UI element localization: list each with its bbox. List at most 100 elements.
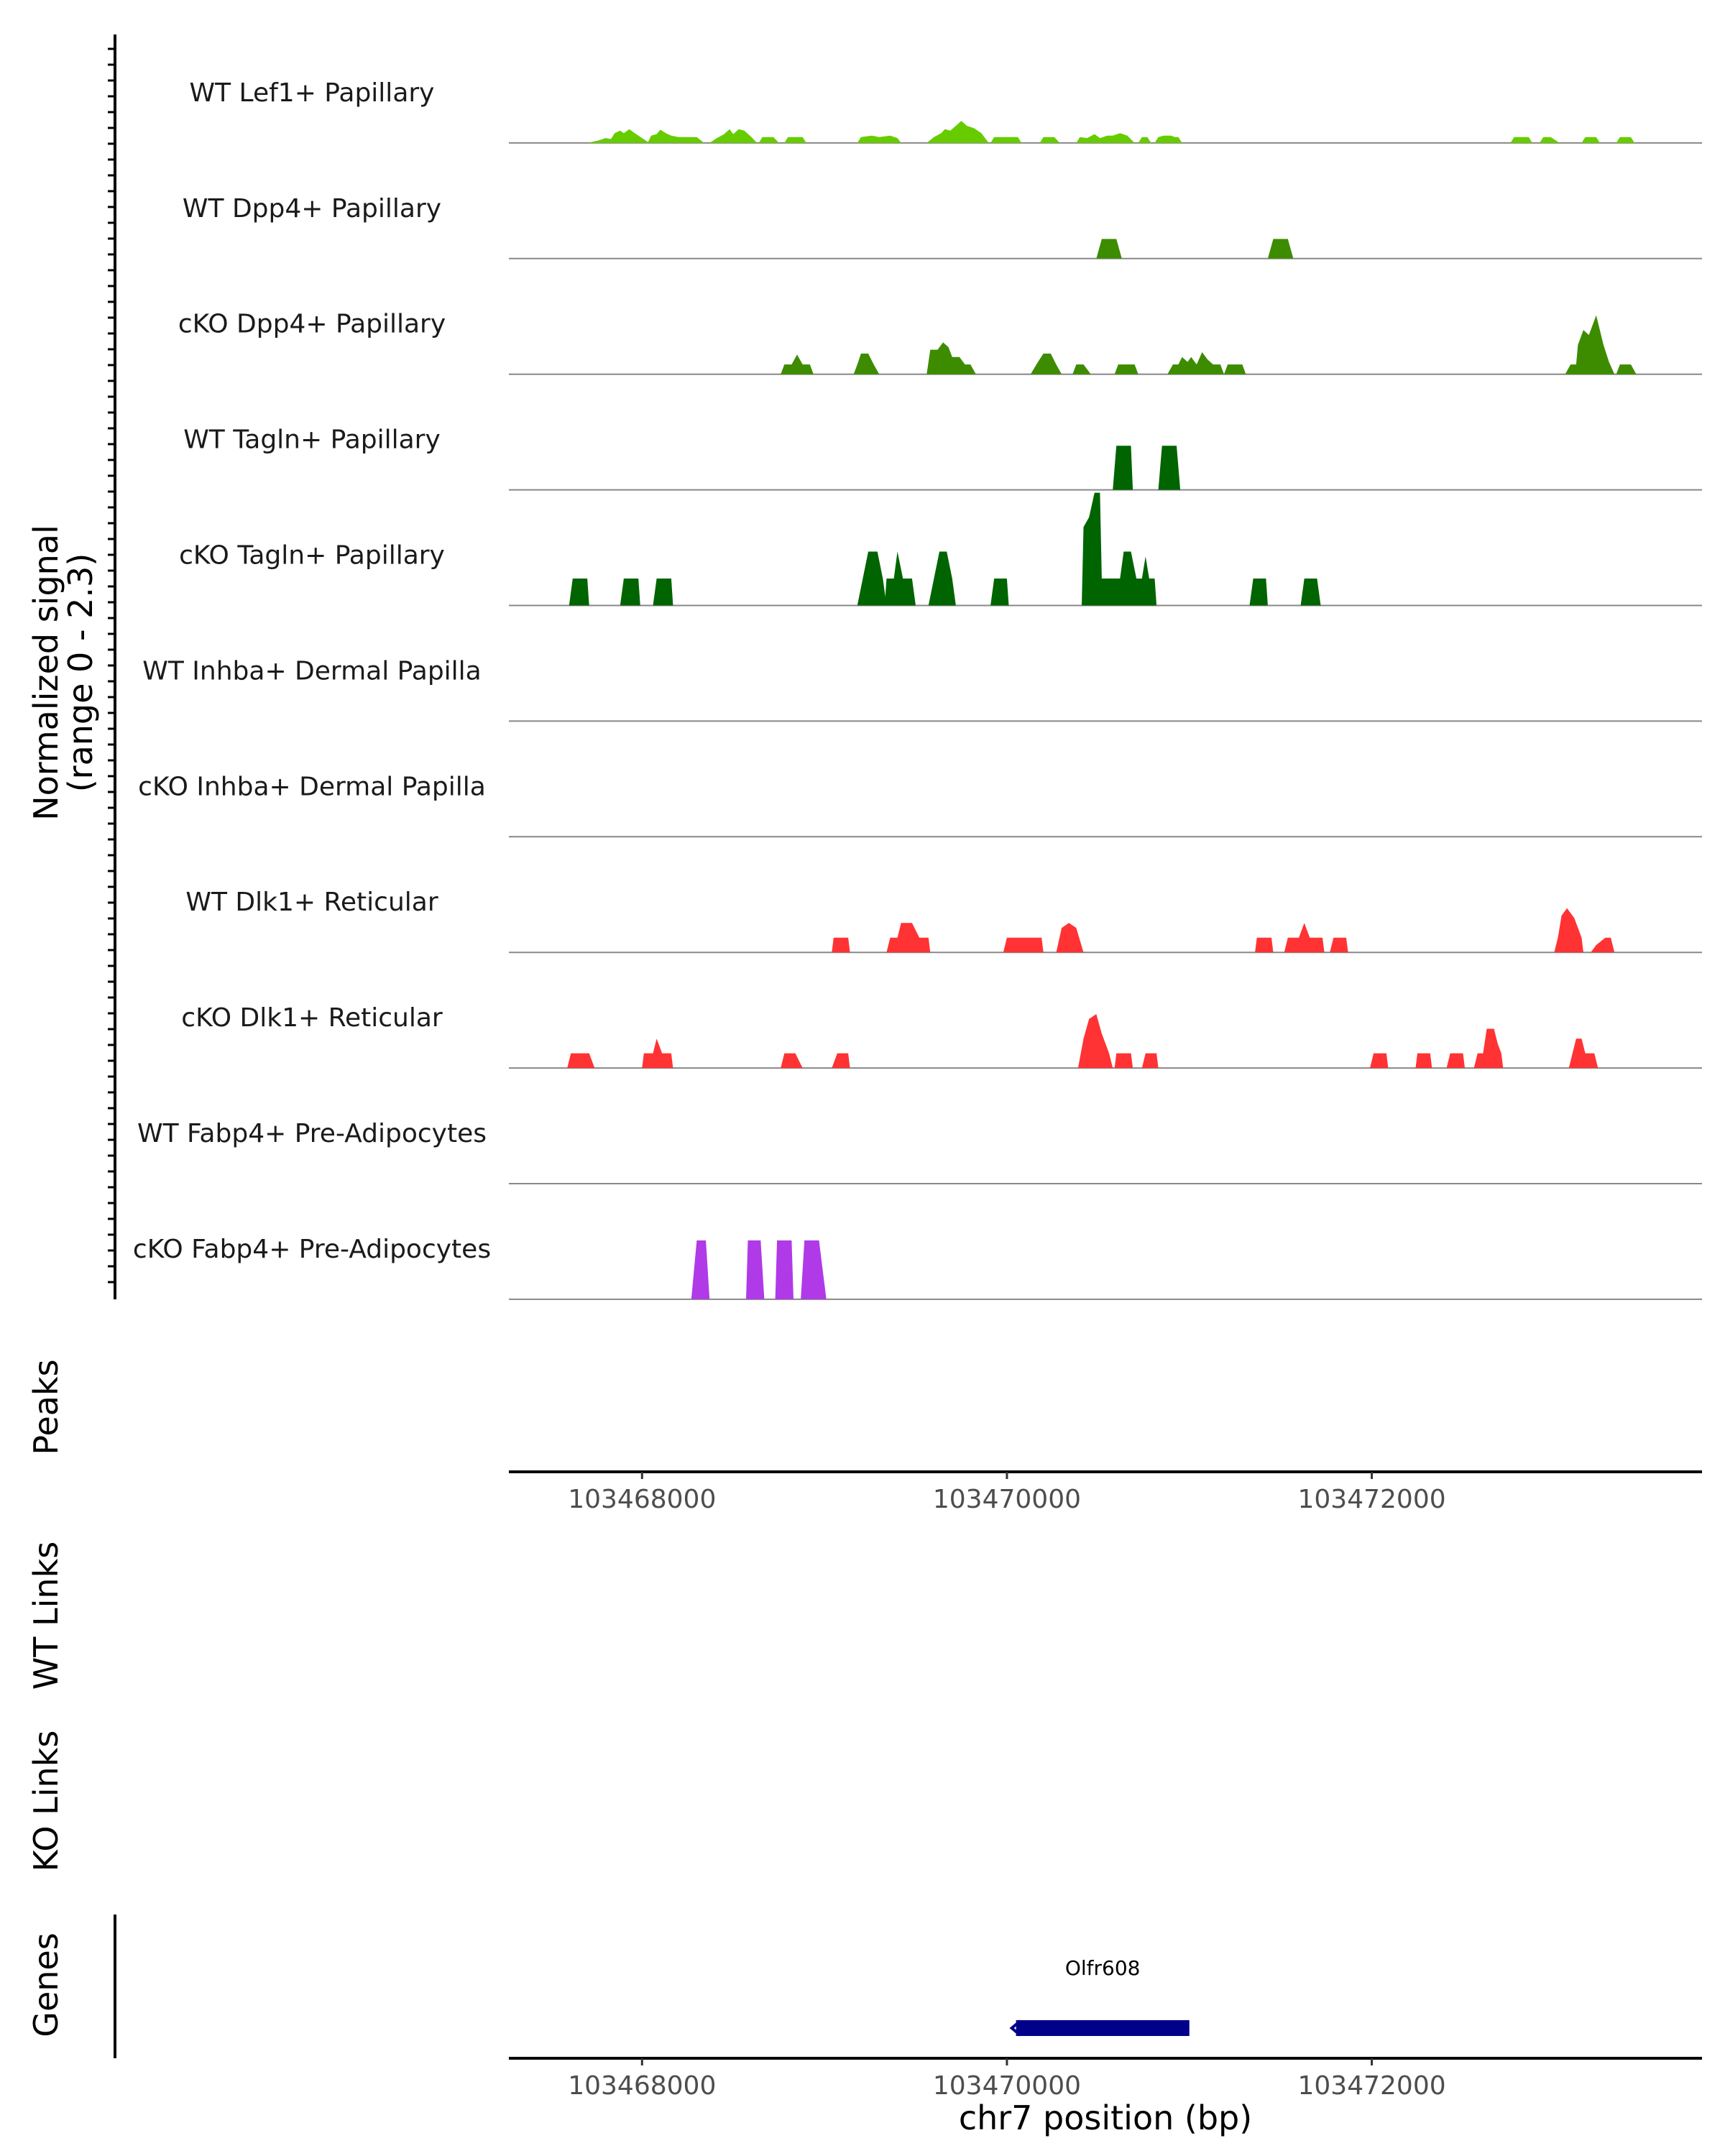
genes-panel: Genes Olfr608 [27,1915,1190,2058]
coverage-peak [1076,133,1135,143]
genes-panel-label: Genes [27,1932,65,2037]
coverage-peak [1267,239,1294,259]
coverage-peak [1096,239,1122,259]
coverage-peak [1473,1028,1504,1069]
gene-body [1016,2020,1190,2036]
x-axis-tick-label: 103468000 [568,2071,716,2101]
coverage-peak [1082,492,1157,606]
track-wt-tagln-papillary: WT Tagln+ Papillary [183,425,1702,491]
coverage-peak [781,1053,803,1069]
x-axis-tick-label: 103470000 [933,2071,1081,2101]
track-wt-lef1-papillary: WT Lef1+ Papillary [190,78,1702,144]
coverage-peak [886,923,931,953]
coverage-peak [784,137,806,143]
coverage-peak [569,579,589,606]
coverage-peak [1330,937,1348,953]
signal-axis-label: Normalized signal [27,525,65,821]
coverage-peak [1510,137,1532,143]
coverage-peak [1114,1053,1133,1069]
coverage-peak [928,551,956,606]
coverage-peak [1224,364,1246,374]
coverage-peak [781,354,814,374]
coverage-peak [567,1053,595,1069]
coverage-peak [709,129,758,143]
track-cko-inhba-dermal-papilla: cKO Inhba+ Dermal Papilla [138,772,1702,838]
x-axis-title: chr7 position (bp) [959,2099,1252,2137]
coverage-peak [1249,579,1268,606]
x-axis-bottom: 103468000 103470000 103472000 chr7 positio… [509,2057,1702,2137]
coverage-peak [1616,364,1637,374]
coverage-peak [853,354,880,374]
coverage-peak [1138,137,1151,143]
coverage-peak [1154,135,1182,143]
track-label: WT Inhba+ Dermal Papilla [142,656,481,686]
track-cko-dlk1-reticular: cKO Dlk1+ Reticular [181,1003,1702,1069]
track-wt-dlk1-reticular: WT Dlk1+ Reticular [185,888,1702,954]
coverage-peak [1141,1053,1159,1069]
coverage-peak [926,121,989,143]
coverage-peak [832,937,850,953]
coverage-peak [1446,1053,1465,1069]
track-label: cKO Tagln+ Papillary [179,541,445,571]
gene-models: Olfr608 [1009,1956,1190,2037]
coverage-peak [1158,446,1181,490]
track-label: cKO Dpp4+ Papillary [178,310,446,339]
coverage-peak [1284,923,1325,953]
x-axis-top-ticks: 103468000 103470000 103472000 [568,1472,1446,1514]
coverage-peak [758,137,779,143]
gene-olfr608: Olfr608 [1009,1956,1190,2037]
coverage-peak [1300,579,1321,606]
x-axis-tick-label: 103472000 [1298,1485,1446,1514]
gene-strand-arrow [1009,2019,1021,2037]
coverage-peak [647,129,704,143]
coverage-peak [1039,137,1060,143]
coverage-peak [691,1240,710,1299]
coverage-peak [1616,137,1635,143]
coverage-peak [746,1240,765,1299]
coverage-peak [587,129,650,143]
coverage-peak [832,1053,850,1069]
coverage-peak [1415,1053,1432,1069]
coverage-peak [1568,1038,1598,1069]
track-label: WT Dpp4+ Papillary [183,194,441,224]
coverage-peak [1554,908,1583,953]
x-axis-tick-label: 103470000 [933,1485,1081,1514]
wt-links-panel-label: WT Links [27,1542,65,1690]
coverage-peak [1540,137,1560,143]
coverage-peak [1114,364,1138,374]
peaks-panel-label: Peaks [27,1359,65,1455]
coverage-peak [1072,364,1091,374]
x-axis-tick-label: 103472000 [1298,2071,1446,2101]
coverage-peak [642,1038,673,1069]
track-cko-dpp4-papillary: cKO Dpp4+ Papillary [178,310,1702,375]
coverage-peak [1113,446,1133,490]
coverage-peak [1581,137,1600,143]
track-cko-fabp4-pre-adipocytes: cKO Fabp4+ Pre-Adipocytes [133,1235,1702,1300]
coverage-peak [926,342,976,374]
x-axis-bottom-ticks: 103468000 103470000 103472000 [568,2058,1446,2101]
track-label: cKO Fabp4+ Pre-Adipocytes [133,1235,491,1264]
track-label: cKO Dlk1+ Reticular [181,1003,443,1033]
coverage-peak [1255,937,1274,953]
track-cko-tagln-papillary: cKO Tagln+ Papillary [179,492,1702,607]
coverage-peak [884,551,916,606]
coverage-peak [990,579,1009,606]
track-wt-fabp4-pre-adipocytes: WT Fabp4+ Pre-Adipocytes [137,1119,1702,1184]
x-axis-top: 103468000 103470000 103472000 [509,1470,1702,1514]
track-label: WT Lef1+ Papillary [190,78,435,108]
x-axis-tick-label: 103468000 [568,1485,716,1514]
coverage-peak [1370,1053,1389,1069]
track-wt-dpp4-papillary: WT Dpp4+ Papillary [183,194,1702,259]
coverage-peak [857,135,901,143]
coverage-tracks: WT Lef1+ Papillary WT Dpp4+ Papillary cKO … [133,78,1702,1300]
track-label: WT Fabp4+ Pre-Adipocytes [137,1119,487,1148]
coverage-peak [1030,354,1062,374]
ko-links-panel-label: KO Links [27,1731,65,1872]
gene-name-label: Olfr608 [1065,1956,1141,1980]
coverage-peak [1591,937,1615,953]
coverage-peak [653,579,673,606]
coverage-peak [620,579,640,606]
signal-axis: Normalized signal (range 0 - 2.3) [27,34,116,1299]
track-label: cKO Inhba+ Dermal Papilla [138,772,486,801]
